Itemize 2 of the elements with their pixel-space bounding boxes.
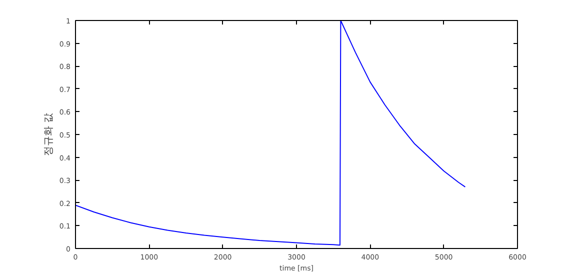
line-series <box>76 20 466 246</box>
y-axis-title: 정규화 값 <box>43 112 54 156</box>
